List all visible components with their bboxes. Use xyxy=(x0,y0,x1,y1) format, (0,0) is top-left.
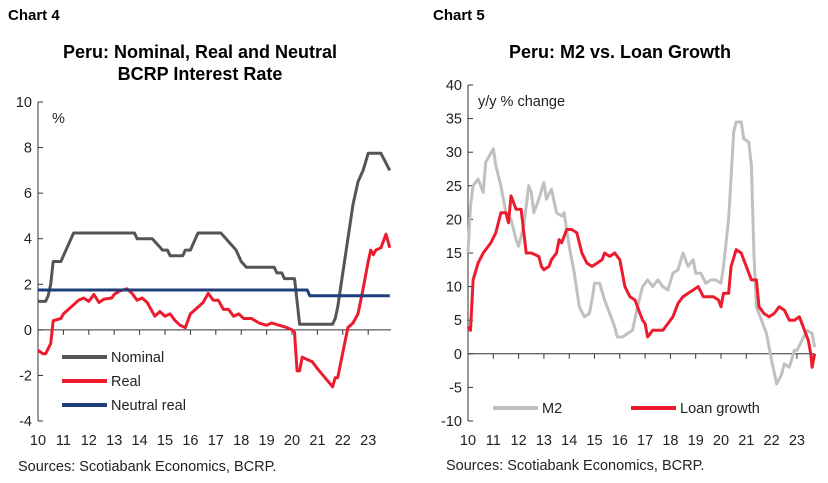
y-tick-label: 25 xyxy=(446,179,462,195)
series-line-neutral-real xyxy=(38,288,390,298)
y-tick-label: 30 xyxy=(446,145,462,161)
y-tick-label: 0 xyxy=(454,347,462,363)
x-tick-label: 10 xyxy=(460,433,476,449)
chart-4: Chart 4 Peru: Nominal, Real and Neutral … xyxy=(8,7,392,475)
x-tick-label: 19 xyxy=(688,433,704,449)
x-tick-label: 12 xyxy=(81,433,97,449)
series-line-m2 xyxy=(466,120,817,386)
chart-5: Chart 5 Peru: M2 vs. Loan Growth y/y % c… xyxy=(433,7,817,474)
y-tick-label: 20 xyxy=(446,212,462,228)
x-tick-label: 12 xyxy=(511,433,527,449)
x-tick-label: 20 xyxy=(284,433,300,449)
chart-header: Chart 5 xyxy=(433,7,485,24)
y-tick-label: 10 xyxy=(446,280,462,296)
x-tick-label: 17 xyxy=(208,433,224,449)
chart-title-line-2: BCRP Interest Rate xyxy=(118,64,283,84)
x-tick-label: 11 xyxy=(56,433,71,449)
source-note: Sources: Scotiabank Economics, BCRP. xyxy=(446,458,704,474)
legend-label: Nominal xyxy=(111,350,164,366)
chart-title-line-1: Peru: Nominal, Real and Neutral xyxy=(63,42,337,62)
y-tick-label: 10 xyxy=(16,95,32,111)
x-tick-label: 20 xyxy=(713,433,729,449)
x-tick-label: 18 xyxy=(662,433,678,449)
y-tick-label: 5 xyxy=(454,313,462,329)
y-tick-label: -4 xyxy=(19,414,32,430)
x-tick-label: 11 xyxy=(486,433,501,449)
x-tick-label: 17 xyxy=(637,433,653,449)
x-tick-label: 16 xyxy=(612,433,628,449)
y-tick-label: 35 xyxy=(446,112,462,128)
legend-label: Loan growth xyxy=(680,401,760,417)
y-tick-label: 15 xyxy=(446,246,462,262)
x-tick-label: 15 xyxy=(586,433,602,449)
chart-title: Peru: M2 vs. Loan Growth xyxy=(509,42,731,62)
x-tick-label: 14 xyxy=(132,433,148,449)
series-line-nominal xyxy=(38,151,392,326)
x-tick-label: 21 xyxy=(738,433,754,449)
y-tick-label: 2 xyxy=(24,277,32,293)
x-tick-label: 10 xyxy=(30,433,46,449)
series-line-loan-growth xyxy=(466,194,817,369)
x-tick-label: 18 xyxy=(233,433,249,449)
x-tick-label: 21 xyxy=(309,433,325,449)
legend-label: M2 xyxy=(542,401,562,417)
x-tick-label: 16 xyxy=(182,433,198,449)
legend-label: Real xyxy=(111,374,141,390)
y-axis-unit: % xyxy=(52,111,65,127)
y-axis-unit: y/y % change xyxy=(478,94,565,110)
x-tick-label: 13 xyxy=(106,433,122,449)
legend-label: Neutral real xyxy=(111,398,186,414)
y-tick-label: -10 xyxy=(441,414,462,430)
y-tick-label: -5 xyxy=(449,380,462,396)
x-tick-label: 22 xyxy=(764,433,780,449)
y-tick-label: 4 xyxy=(24,232,32,248)
y-tick-label: 40 xyxy=(446,78,462,94)
y-tick-label: 8 xyxy=(24,141,32,157)
chart-header: Chart 4 xyxy=(8,7,60,24)
source-note: Sources: Scotiabank Economics, BCRP. xyxy=(18,459,276,475)
x-tick-label: 23 xyxy=(789,433,805,449)
x-tick-label: 22 xyxy=(335,433,351,449)
x-tick-label: 14 xyxy=(561,433,577,449)
x-tick-label: 23 xyxy=(360,433,376,449)
y-tick-label: 0 xyxy=(24,323,32,339)
x-tick-label: 13 xyxy=(536,433,552,449)
series-line-real xyxy=(37,232,392,389)
x-tick-label: 15 xyxy=(157,433,173,449)
y-tick-label: 6 xyxy=(24,186,32,202)
y-tick-label: -2 xyxy=(19,368,32,384)
x-tick-label: 19 xyxy=(259,433,275,449)
